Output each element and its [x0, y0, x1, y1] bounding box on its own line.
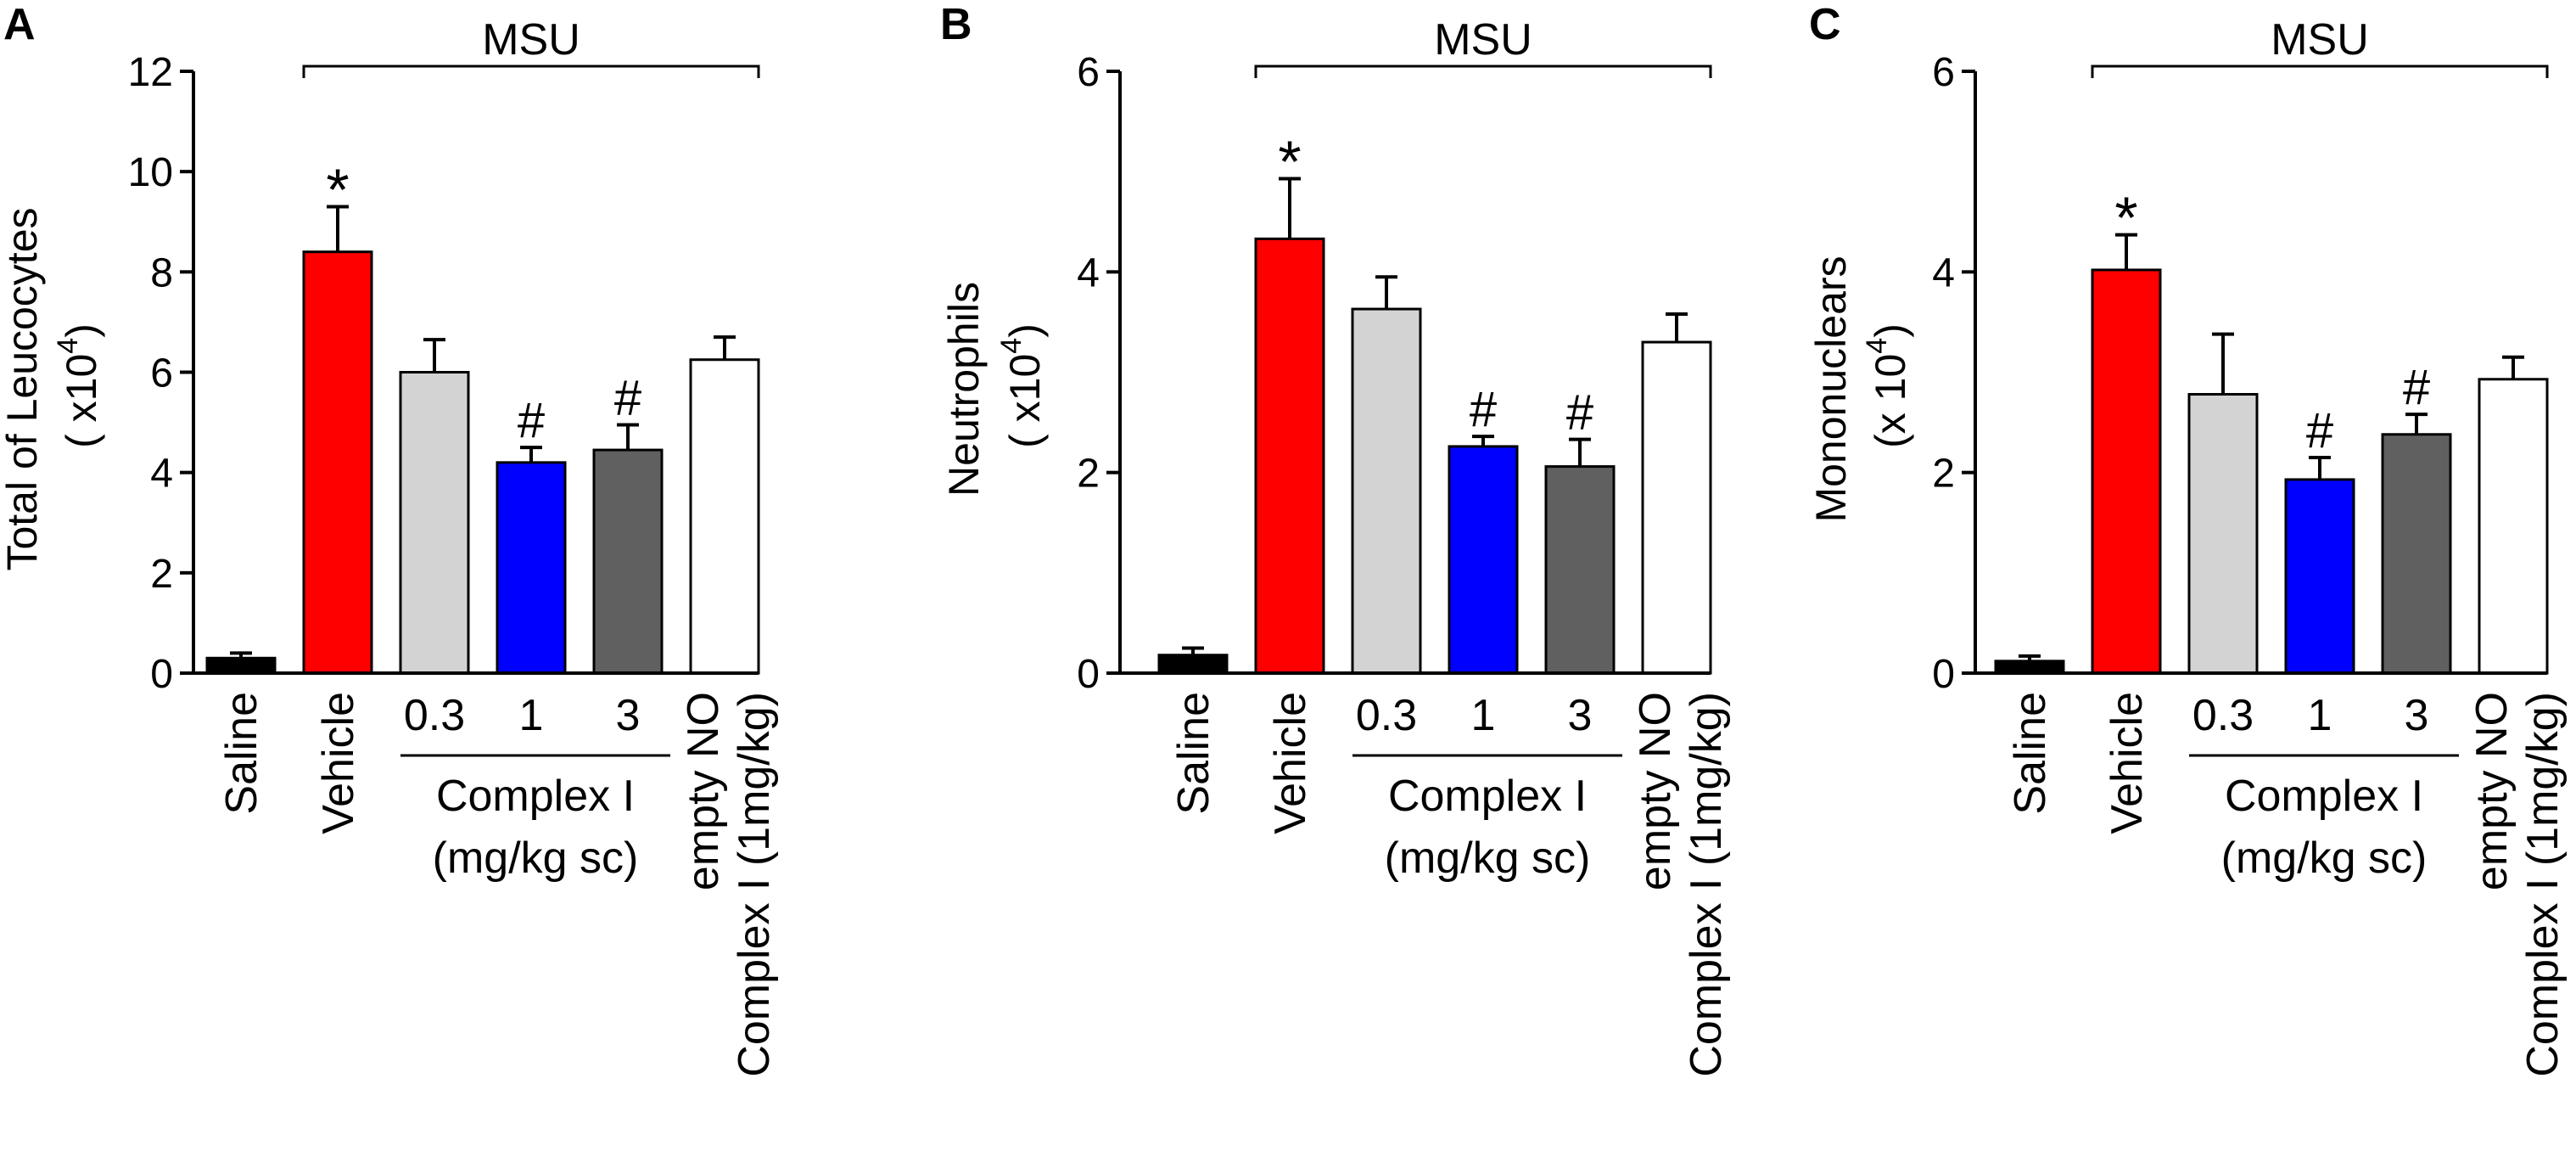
y-tick-label: 6: [1077, 50, 1100, 95]
y-axis-unit-close: ): [1001, 323, 1049, 338]
x-tick-label-dose: 0.3: [1356, 691, 1417, 740]
complex-i-dose-unit-label: (mg/kg sc): [433, 834, 639, 883]
y-axis-unit-label: ( x104): [52, 323, 105, 448]
y-axis-unit-superscript: 4: [1861, 338, 1893, 354]
x-tick-label-0: Saline: [217, 692, 266, 815]
y-tick-label: 6: [150, 351, 173, 396]
bar-3: [1448, 445, 1519, 675]
significance-hash: #: [614, 371, 641, 426]
x-tick-label-complex-i-1mg: Complex I (1mg/kg): [2518, 692, 2568, 1077]
x-tick-label-complex-i-1mg: Complex I (1mg/kg): [1682, 692, 1731, 1077]
panel-letter: C: [1809, 0, 1841, 49]
significance-star: *: [1278, 128, 1301, 194]
y-axis-unit-text: ( x10: [58, 354, 105, 448]
complex-i-dose-unit-label: (mg/kg sc): [1385, 834, 1591, 883]
significance-hash: #: [2306, 403, 2333, 458]
y-tick-label: 0: [1077, 652, 1100, 697]
significance-hash: #: [1566, 385, 1593, 441]
x-tick-label-dose: 0.3: [2192, 691, 2254, 740]
complex-i-group-label: Complex I: [2225, 772, 2423, 821]
bar-0: [205, 656, 277, 675]
significance-star: *: [2114, 185, 2137, 251]
msu-label: MSU: [2271, 15, 2369, 65]
bar-0: [1157, 654, 1229, 675]
y-axis-unit-superscript: 4: [995, 338, 1028, 354]
bar-4: [592, 448, 664, 675]
y-axis-unit-label: ( x104): [995, 323, 1049, 448]
x-tick-label-complex-i-1mg: Complex I (1mg/kg): [730, 692, 779, 1077]
x-tick-label-dose: 3: [616, 691, 641, 740]
x-tick-label-empty-no: empty NO: [1631, 692, 1680, 890]
msu-label: MSU: [1434, 15, 1532, 65]
significance-star: *: [326, 157, 349, 223]
x-tick-label-dose: 0.3: [404, 691, 465, 740]
msu-bracket: [2091, 65, 2549, 78]
x-tick-label-dose: 1: [2308, 691, 2332, 740]
x-tick-label-dose: 1: [1471, 691, 1496, 740]
y-axis-label: Total of Leucocytes: [0, 207, 46, 570]
x-tick-label-0: Saline: [1169, 692, 1218, 815]
panel-letter: B: [940, 0, 972, 49]
bar-2: [399, 371, 470, 675]
bar-5: [2478, 378, 2549, 675]
msu-bracket: [1254, 65, 1712, 78]
y-axis-label: Mononuclears: [1807, 256, 1855, 522]
x-tick-label-dose: 1: [519, 691, 544, 740]
x-tick-label-1: Vehicle: [314, 692, 363, 834]
msu-bracket: [302, 65, 760, 78]
x-tick-label-dose: 3: [1568, 691, 1593, 740]
y-tick-label: 4: [1932, 250, 1955, 295]
x-tick-label-1: Vehicle: [1266, 692, 1315, 834]
y-tick-label: 2: [1077, 452, 1100, 497]
y-tick-label: 10: [128, 150, 173, 195]
y-tick-label: 12: [128, 50, 173, 95]
bar-5: [689, 358, 760, 675]
bar-2: [2187, 392, 2259, 675]
bar-2: [1351, 307, 1422, 675]
significance-hash: #: [518, 393, 545, 448]
y-axis-label: Neutrophils: [940, 282, 988, 497]
x-tick-label-dose: 3: [2405, 691, 2429, 740]
y-tick-label: 8: [150, 250, 173, 295]
significance-hash: #: [1470, 382, 1497, 437]
bar-0: [1994, 660, 2065, 675]
y-axis-unit-close: ): [1867, 323, 1914, 338]
bar-1: [2091, 268, 2162, 675]
bar-3: [2284, 478, 2355, 675]
y-tick-label: 6: [1932, 50, 1955, 95]
complex-i-group-label: Complex I: [436, 772, 635, 821]
bar-5: [1641, 340, 1712, 675]
x-tick-label-empty-no: empty NO: [679, 692, 728, 890]
y-axis-unit-text: (x 10: [1867, 354, 1914, 448]
x-tick-label-0: Saline: [2006, 692, 2055, 815]
bar-1: [1254, 237, 1325, 675]
bar-3: [496, 461, 567, 675]
bar-4: [1544, 465, 1616, 675]
significance-hash: #: [2403, 360, 2430, 415]
y-tick-label: 2: [150, 552, 173, 597]
y-axis-unit-superscript: 4: [52, 338, 84, 354]
y-tick-label: 4: [150, 452, 173, 497]
y-axis-unit-label: (x 104): [1861, 323, 1914, 448]
y-axis-unit-text: ( x10: [1001, 354, 1049, 448]
complex-i-group-label: Complex I: [1388, 772, 1587, 821]
x-tick-label-1: Vehicle: [2103, 692, 2152, 834]
y-axis-unit-close: ): [58, 323, 105, 338]
y-tick-label: 4: [1077, 250, 1100, 295]
x-tick-label-empty-no: empty NO: [2467, 692, 2517, 890]
y-tick-label: 2: [1932, 452, 1955, 497]
y-tick-label: 0: [1932, 652, 1955, 697]
panel-letter: A: [3, 0, 36, 49]
complex-i-dose-unit-label: (mg/kg sc): [2221, 834, 2428, 883]
bar-1: [302, 250, 373, 675]
y-tick-label: 0: [150, 652, 173, 697]
msu-label: MSU: [482, 15, 580, 65]
bar-4: [2381, 433, 2452, 675]
